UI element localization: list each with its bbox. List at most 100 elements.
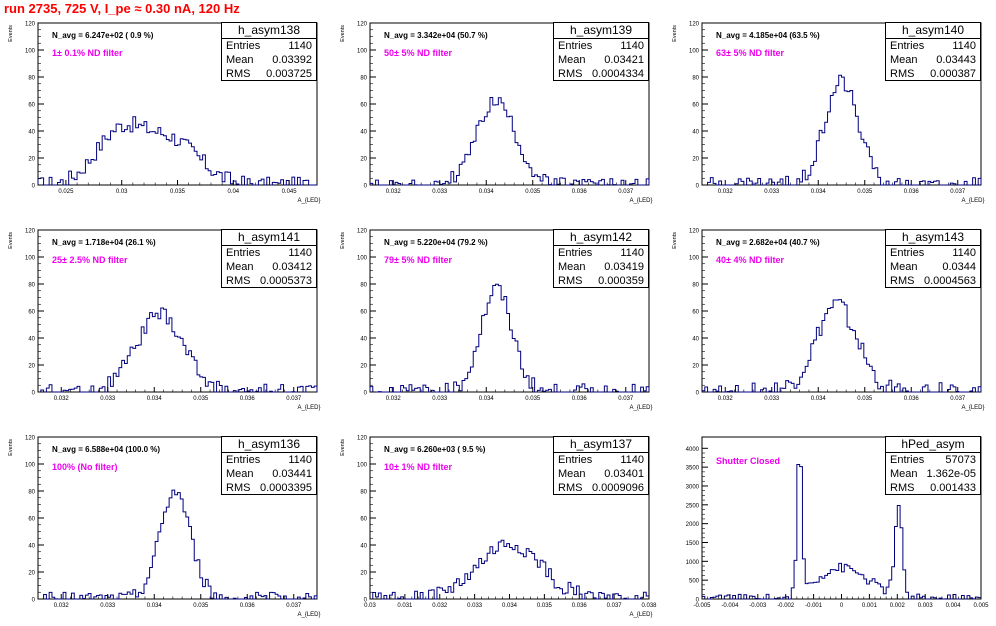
- y-tick-label: 80: [360, 283, 367, 289]
- x-tick-label: 0.036: [904, 189, 920, 195]
- stats-row: Entries 1140: [886, 246, 980, 260]
- x-axis-label: A_{LED}: [629, 405, 652, 411]
- stats-box: h_asym138 Entries 1140 Mean 0.03392 RMS 0.0037…: [221, 22, 317, 81]
- histogram-line: [369, 97, 650, 186]
- x-tick-label: 0.03: [116, 189, 128, 195]
- y-tick-label: 0: [32, 598, 36, 604]
- y-tick-label: 0: [696, 598, 700, 604]
- stats-box: h_asym140 Entries 1140 Mean 0.03443 RMS 0.0003…: [885, 22, 981, 81]
- y-tick-label: 1000: [686, 560, 700, 566]
- page-title: run 2735, 725 V, I_pe ≈ 0.30 nA, 120 Hz: [4, 1, 240, 16]
- stats-row: Mean 0.03441: [222, 467, 316, 481]
- filter-label: 79± 5% ND filter: [384, 255, 452, 265]
- histogram-plot: 0 20 40 60 80 100 120 0.032 0.033 0.034 0.035 0.036…: [8, 436, 321, 619]
- stats-value: 1.362e-05: [926, 468, 976, 480]
- x-tick-label: 0.04: [227, 189, 239, 195]
- stats-label: Entries: [890, 247, 925, 259]
- y-tick-label: 100: [25, 463, 36, 469]
- x-axis-label: A_{LED}: [629, 198, 652, 204]
- histogram-line: [37, 116, 317, 186]
- histogram-pad: 0 20 40 60 80 100 120 0.032 0.033 0.034 0.035 0.036…: [664, 5, 996, 212]
- navg-label: N_avg = 1.718e+04 (26.1 %): [52, 238, 156, 247]
- y-tick-label: 20: [360, 571, 367, 577]
- stats-row: Mean 0.03412: [222, 260, 316, 274]
- histogram-plot: 0 20 40 60 80 100 120 0.032 0.033 0.034 0.035 0.036…: [672, 22, 985, 205]
- stats-value: 0.0344: [942, 261, 976, 273]
- stats-value: 1140: [952, 247, 976, 259]
- stats-row: RMS 0.000359: [554, 274, 648, 288]
- stats-row: Mean 0.03401: [554, 467, 648, 481]
- stats-box: h_asym137 Entries 1140 Mean 0.03401 RMS 0.0009…: [553, 436, 649, 495]
- x-tick-label: 0.033: [100, 603, 116, 609]
- x-tick-label: 0.037: [950, 396, 966, 402]
- x-tick-label: 0.036: [572, 396, 588, 402]
- y-tick-label: 60: [360, 517, 367, 523]
- y-tick-label: 60: [28, 517, 35, 523]
- stats-value: 0.03419: [604, 261, 644, 273]
- histogram-line: [38, 307, 318, 393]
- stats-value: 0.003725: [266, 68, 312, 80]
- stats-label: RMS: [558, 482, 583, 494]
- x-tick-label: 0.033: [432, 396, 448, 402]
- y-tick-label: 500: [689, 579, 700, 585]
- y-tick-label: 3000: [686, 484, 700, 490]
- x-tick-label: 0.03: [364, 603, 376, 609]
- stats-row: RMS 0.0004563: [886, 274, 980, 288]
- x-tick-label: 0.037: [950, 189, 966, 195]
- histogram-plot: 0 20 40 60 80 100 120 0.032 0.033 0.034 0.035 0.036…: [340, 229, 653, 412]
- y-tick-label: 100: [357, 49, 368, 55]
- y-tick-label: 0: [364, 598, 368, 604]
- x-tick-label: -0.002: [777, 603, 795, 609]
- stats-label: Mean: [890, 261, 918, 273]
- x-tick-label: 0.035: [525, 396, 541, 402]
- stats-value: 0.001433: [930, 482, 976, 494]
- x-tick-label: 0.032: [386, 189, 402, 195]
- y-tick-label: 0: [32, 184, 36, 190]
- y-tick-label: 100: [357, 256, 368, 262]
- histogram-name: h_asym139: [554, 23, 648, 39]
- stats-label: Entries: [558, 40, 593, 52]
- stats-label: RMS: [890, 275, 915, 287]
- histogram-pad: 0 20 40 60 80 100 120 0.025 0.03 0.035 0.04 0.045 Ev…: [0, 5, 332, 212]
- x-tick-label: 0.032: [54, 396, 70, 402]
- filter-label: 63± 5% ND filter: [716, 48, 784, 58]
- histogram-name: h_asym142: [554, 230, 648, 246]
- stats-row: RMS 0.0009096: [554, 481, 648, 495]
- x-tick-label: 0.036: [904, 396, 920, 402]
- filter-label: Shutter Closed: [716, 456, 781, 466]
- stats-row: RMS 0.003725: [222, 67, 316, 81]
- stats-label: Mean: [558, 468, 586, 480]
- stats-box: h_asym143 Entries 1140 Mean 0.0344 RMS 0.00045…: [885, 229, 981, 288]
- y-tick-label: 20: [360, 157, 367, 163]
- x-tick-label: 0.035: [857, 189, 873, 195]
- y-tick-label: 40: [28, 544, 35, 550]
- histogram-name: h_asym140: [886, 23, 980, 39]
- histogram-name: h_asym143: [886, 230, 980, 246]
- stats-value: 0.0005373: [260, 275, 312, 287]
- y-tick-label: 80: [28, 490, 35, 496]
- stats-row: Entries 1140: [222, 453, 316, 467]
- y-tick-label: 80: [692, 283, 699, 289]
- y-tick-label: 40: [360, 544, 367, 550]
- histogram-plot: 0 20 40 60 80 100 120 0.032 0.033 0.034 0.035 0.036…: [340, 22, 653, 205]
- y-axis-label: Events: [672, 25, 678, 42]
- y-tick-label: 40: [692, 337, 699, 343]
- stats-label: Entries: [226, 40, 261, 52]
- stats-row: Mean 0.03421: [554, 53, 648, 67]
- y-tick-label: 20: [692, 157, 699, 163]
- stats-box: h_asym136 Entries 1140 Mean 0.03441 RMS 0.0003…: [221, 436, 317, 495]
- x-tick-label: -0.004: [721, 603, 739, 609]
- stats-label: RMS: [226, 482, 251, 494]
- y-tick-label: 120: [357, 22, 368, 28]
- navg-label: N_avg = 6.588e+04 (100.0 %): [52, 445, 161, 454]
- histogram-pad: 0 500 1000 1500 2000 2500 3000 3500 4000 -0.005 -0…: [664, 419, 996, 626]
- stats-label: Mean: [226, 468, 254, 480]
- stats-value: 1140: [620, 454, 644, 466]
- y-axis-label: Events: [8, 232, 14, 249]
- y-tick-label: 100: [689, 256, 700, 262]
- stats-value: 0.0003395: [260, 482, 312, 494]
- stats-row: Entries 57073: [886, 453, 980, 467]
- y-tick-label: 20: [692, 364, 699, 370]
- stats-label: Mean: [558, 54, 586, 66]
- histogram-pad: 0 20 40 60 80 100 120 0.032 0.033 0.034 0.035 0.036…: [332, 5, 664, 212]
